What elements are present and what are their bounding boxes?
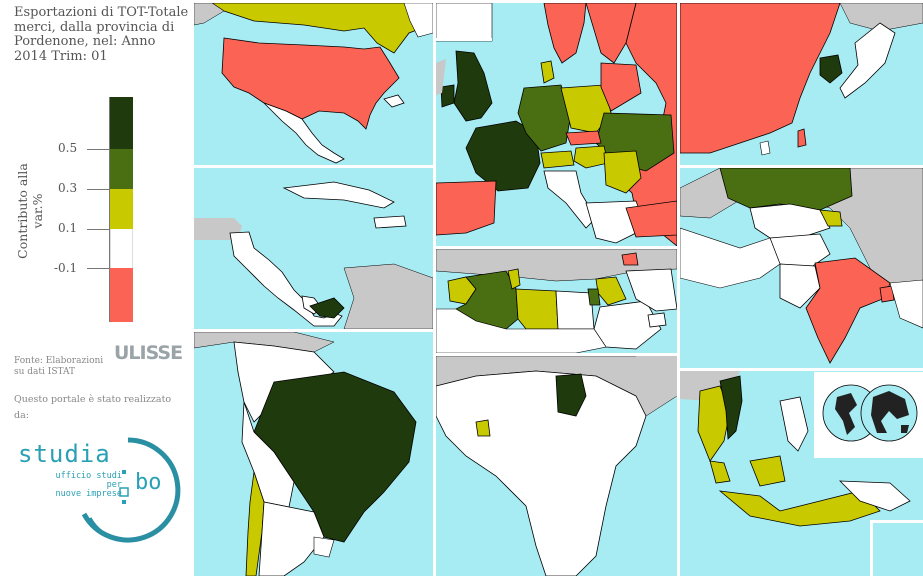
country-central-asia xyxy=(749,203,831,239)
country-papua xyxy=(838,480,911,512)
map-panel-europe[interactable] xyxy=(436,3,677,246)
country-finland xyxy=(585,3,637,64)
map-panel-east-asia[interactable] xyxy=(680,3,923,165)
country-philippines xyxy=(779,396,809,452)
central-south-asia-map xyxy=(680,168,923,364)
country-kazakhstan xyxy=(719,168,853,211)
east-asia-map xyxy=(680,3,923,156)
legend-tickline xyxy=(87,189,110,190)
country-bangladesh xyxy=(879,285,895,303)
map-panel-central-america[interactable] xyxy=(194,168,433,329)
country-italy xyxy=(543,170,597,229)
world-globe-icon xyxy=(817,375,921,455)
tagline-line: nuove imprese xyxy=(55,489,122,499)
country-spain xyxy=(436,180,497,236)
country-malaysia-east xyxy=(749,455,786,487)
country-kyrgyzstan xyxy=(819,209,843,227)
country-tunisia xyxy=(507,268,521,290)
studiabo-logo-suffix: bo xyxy=(135,470,162,495)
country-belarus xyxy=(600,62,642,112)
region-africa-land xyxy=(436,370,647,576)
country-vietnam xyxy=(719,375,743,440)
map-panel-north-america[interactable] xyxy=(194,3,433,165)
tagline-line: ufficio studi per xyxy=(55,471,122,490)
source-text: Fonte: Elaborazioni su dati ISTAT xyxy=(14,356,103,378)
country-mexico xyxy=(263,102,345,164)
country-ivory-coast xyxy=(475,419,491,437)
country-taiwan xyxy=(797,128,807,148)
pacific-inset[interactable] xyxy=(870,520,923,576)
country-denmark xyxy=(540,60,555,84)
country-cuba-large xyxy=(282,181,395,209)
north-africa-middle-east-map xyxy=(436,249,677,353)
country-south-korea xyxy=(819,54,843,84)
credits-text: Questo portale è stato realizzato da: xyxy=(14,394,172,421)
country-egypt xyxy=(555,290,595,330)
studiabo-logo-arc xyxy=(81,437,181,543)
country-pakistan xyxy=(779,263,821,309)
country-hungary xyxy=(573,145,609,169)
country-libya xyxy=(515,288,559,330)
legend-tickline xyxy=(87,268,110,269)
country-china xyxy=(680,3,841,154)
map-panel-south-america[interactable] xyxy=(194,332,433,576)
legend-axis-line xyxy=(109,97,110,322)
legend-axis-label: Contributo alla var.% xyxy=(15,163,45,259)
country-usa xyxy=(221,37,400,130)
north-america-map xyxy=(194,3,433,164)
sidebar: Esportazioni di TOT-Totale merci, dalla … xyxy=(0,0,192,576)
country-cuba xyxy=(383,94,405,108)
country-iran xyxy=(625,268,677,312)
country-india xyxy=(805,257,891,364)
map-panel-africa[interactable] xyxy=(436,356,677,576)
legend-swatch-high xyxy=(110,149,133,189)
world-overview-inset[interactable] xyxy=(814,372,923,458)
central-america-map xyxy=(194,181,433,329)
studiabo-tagline: ufficio studi per nuove imprese xyxy=(38,472,122,499)
legend-swatch-negative xyxy=(110,268,133,322)
country-czech-republic xyxy=(565,130,602,146)
country-jordan xyxy=(587,288,601,306)
country-japan xyxy=(839,22,896,99)
country-argentina xyxy=(258,501,325,576)
country-ireland xyxy=(440,84,455,108)
europe-map xyxy=(436,3,677,246)
map-panel-north-africa-middle-east[interactable] xyxy=(436,249,677,353)
country-chad xyxy=(555,373,587,417)
country-panama xyxy=(309,297,345,319)
south-america-map xyxy=(194,332,417,576)
ulisse-logo[interactable]: ULISSE xyxy=(114,342,183,364)
studiabo-logo-main: studia xyxy=(18,440,111,468)
south-east-asia-map xyxy=(680,371,911,527)
country-romania xyxy=(603,150,642,194)
country-turkey xyxy=(625,200,677,238)
legend-tick-label: 0.1 xyxy=(58,221,78,235)
country-austria xyxy=(540,150,575,169)
legend-swatch-neutral xyxy=(110,229,133,268)
country-syria xyxy=(595,276,627,306)
legend-swatch-very-high xyxy=(110,97,133,149)
legend-tick-label: 0.3 xyxy=(58,181,78,195)
country-azerbaijan xyxy=(621,252,639,266)
legend-swatch-medium xyxy=(110,189,133,229)
country-malaysia-west xyxy=(709,460,731,484)
africa-map xyxy=(436,356,677,576)
source-line: Fonte: Elaborazioni xyxy=(14,356,104,366)
map-title: Esportazioni di TOT-Totale merci, dalla … xyxy=(14,5,189,64)
legend-tickline xyxy=(87,149,110,150)
source-line: su dati ISTAT xyxy=(14,367,76,377)
country-united-kingdom xyxy=(453,50,493,122)
legend-tick-label: -0.1 xyxy=(54,261,78,275)
legend-tickline xyxy=(87,229,110,230)
country-sweden xyxy=(543,3,587,64)
country-thailand xyxy=(697,385,731,462)
map-panel-central-south-asia[interactable] xyxy=(680,168,923,368)
country-uae xyxy=(647,312,667,328)
legend-tick-label: 0.5 xyxy=(58,141,78,155)
